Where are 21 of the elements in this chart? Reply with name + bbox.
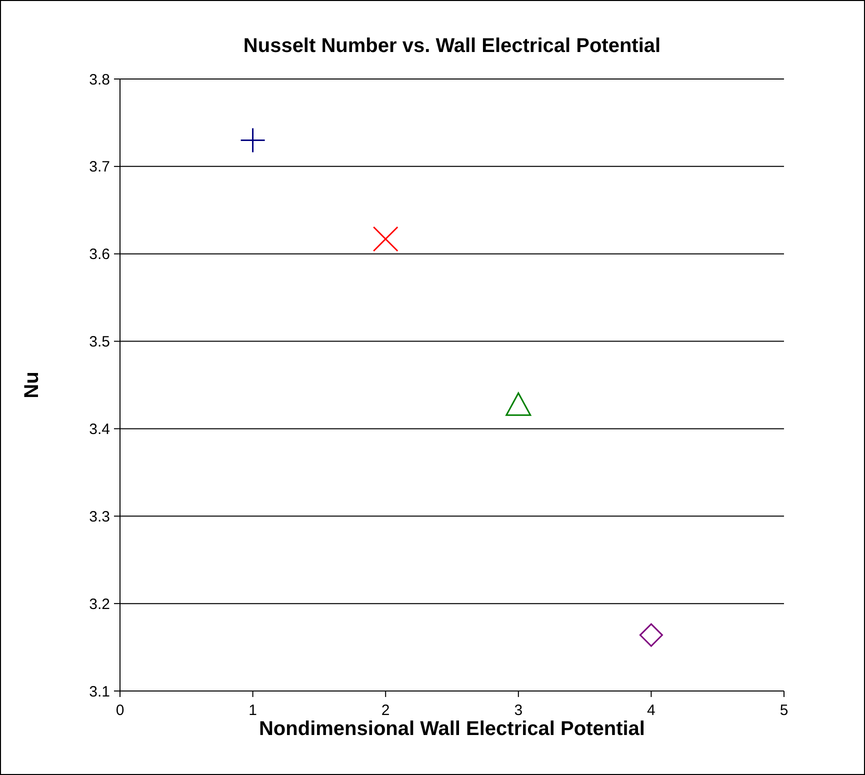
x-tick-label: 0 (116, 702, 124, 719)
x-axis-title: Nondimensional Wall Electrical Potential (258, 718, 646, 740)
point (506, 392, 532, 416)
y-tick-label: 3.5 (89, 334, 110, 351)
point (372, 226, 398, 252)
y-tick-label: 3.4 (89, 420, 110, 438)
x-tick-label: 2 (381, 702, 390, 719)
y-axis-title: Nu (21, 372, 43, 398)
y-tick-label: 3.1 (89, 683, 110, 700)
point (639, 623, 663, 647)
y-tick-label: 3.2 (89, 596, 110, 613)
y-tick-label: 3.8 (89, 71, 110, 88)
y-tick-label: 3.3 (89, 508, 110, 526)
x-tick-label: 3 (514, 702, 523, 719)
point (240, 128, 265, 152)
y-tick-label: 3.7 (89, 158, 110, 176)
y-tick-label: 3.6 (89, 246, 110, 264)
x-tick-label: 5 (780, 702, 788, 719)
x-tick-label: 4 (647, 702, 656, 719)
x-tick-label: 1 (248, 702, 257, 719)
chart-title: Nusselt Number vs. Wall Electrical Potential (243, 35, 661, 57)
